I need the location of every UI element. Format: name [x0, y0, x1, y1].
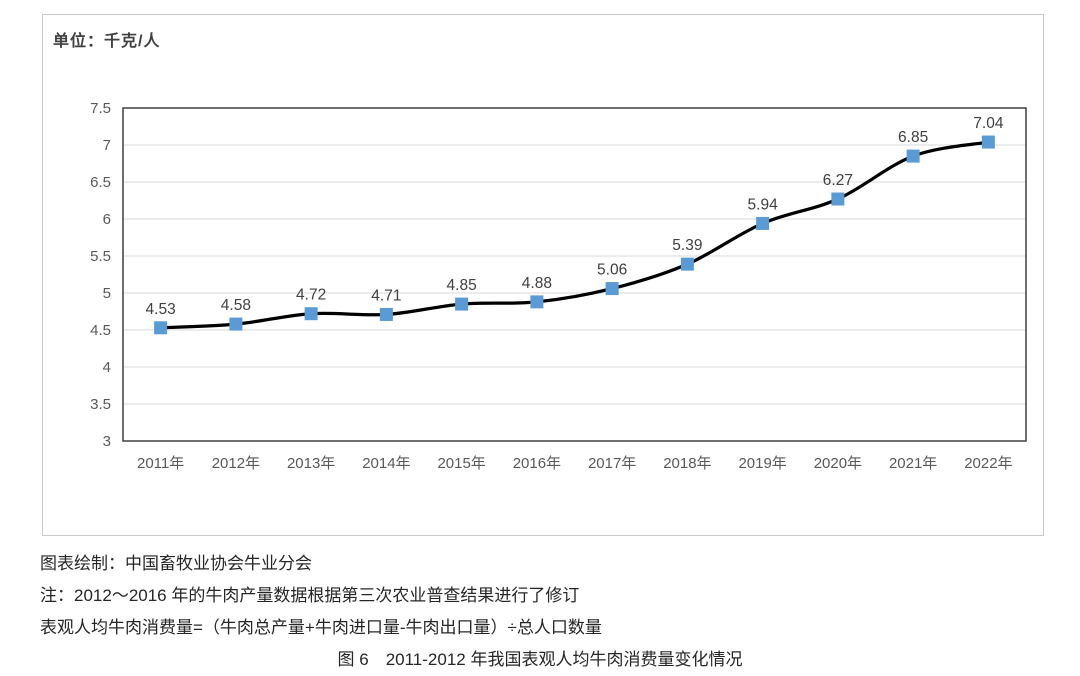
y-tick-label: 5.5 [90, 248, 111, 265]
x-tick-label: 2015年 [437, 455, 485, 472]
x-tick-label: 2012年 [212, 455, 260, 472]
x-tick-label: 2017年 [588, 455, 636, 472]
data-label: 4.85 [447, 277, 477, 294]
data-point-marker [756, 216, 770, 230]
chart-figure-box: 单位：千克/人 3 3.5 4 4.5 5 5.5 6 6.5 7 7.5 2011年 2012年 20… [42, 14, 1044, 536]
data-label: 4.58 [221, 297, 251, 314]
note-line-2: 表观人均牛肉消费量=（牛肉总产量+牛肉进口量-牛肉出口量）÷总人口数量 [40, 618, 602, 637]
data-point-marker [831, 192, 845, 206]
y-tick-label: 3.5 [90, 396, 111, 413]
y-tick-label: 5 [103, 285, 111, 302]
data-point-marker [906, 149, 920, 163]
data-label: 5.06 [597, 262, 627, 279]
data-point-marker [530, 295, 544, 309]
data-label: 4.88 [522, 275, 552, 292]
chart-footer: 图表绘制：中国畜牧业协会牛业分会 注：2012～2016 年的牛肉产量数据根据第… [40, 548, 1040, 676]
x-tick-label: 2011年 [137, 455, 184, 472]
y-tick-label: 6.5 [90, 174, 111, 191]
data-label: 4.53 [146, 301, 176, 318]
y-tick-label: 3 [103, 433, 111, 450]
x-tick-label: 2019年 [738, 455, 786, 472]
x-tick-label: 2022年 [964, 455, 1012, 472]
x-tick-label: 2021年 [889, 455, 937, 472]
data-label: 6.27 [823, 172, 853, 189]
data-label: 6.85 [898, 129, 928, 146]
note-line-1: 注：2012～2016 年的牛肉产量数据根据第三次农业普查结果进行了修订 [40, 586, 580, 605]
x-tick-label: 2014年 [362, 455, 410, 472]
y-tick-label: 7.5 [90, 100, 111, 117]
data-point-marker [455, 297, 469, 311]
data-point-marker [154, 321, 168, 335]
source-line: 图表绘制：中国畜牧业协会牛业分会 [40, 554, 312, 573]
x-tick-label: 2013年 [287, 455, 335, 472]
data-point-marker [680, 257, 694, 271]
x-tick-label: 2018年 [663, 455, 711, 472]
y-tick-label: 6 [103, 211, 111, 228]
data-point-marker [304, 307, 318, 321]
y-tick-label: 4 [103, 359, 111, 376]
data-label: 4.71 [371, 287, 401, 304]
series-line [159, 140, 990, 330]
data-point-marker [379, 307, 393, 321]
line-chart: 3 3.5 4 4.5 5 5.5 6 6.5 7 7.5 2011年 2012年 2013年 2014年… [90, 100, 1027, 472]
unit-label: 单位：千克/人 [53, 33, 161, 50]
y-tick-label: 4.5 [90, 322, 111, 339]
chart-caption: 图 6 2011-2012 年我国表观人均牛肉消费量变化情况 [337, 650, 743, 669]
data-point-marker [981, 135, 995, 149]
data-label: 7.04 [973, 115, 1004, 132]
data-label: 4.72 [296, 287, 326, 304]
x-tick-label: 2016年 [513, 455, 561, 472]
plot-border [122, 107, 1027, 442]
data-point-marker [229, 317, 243, 331]
x-tick-label: 2020年 [814, 455, 862, 472]
y-tick-label: 7 [103, 137, 111, 154]
data-label: 5.39 [672, 237, 702, 254]
data-label: 5.94 [748, 196, 779, 213]
data-point-marker [605, 282, 619, 296]
